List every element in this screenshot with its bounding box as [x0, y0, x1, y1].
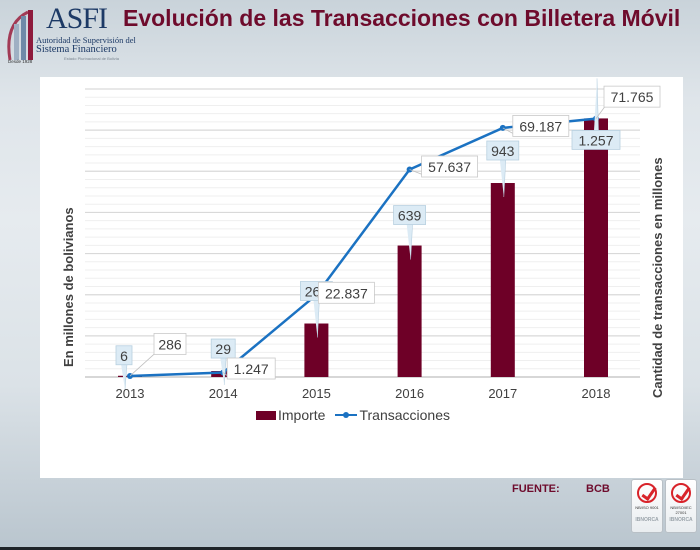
bar-data-label: 943	[486, 140, 520, 198]
page-title: Evolución de las Transacciones con Bille…	[123, 5, 681, 31]
bar-data-label-text: 943	[491, 143, 515, 159]
bar-importe	[304, 323, 329, 377]
line-data-label: 1.247	[222, 357, 276, 380]
logo-line3: Estado Plurinacional de Bolivia	[64, 56, 119, 61]
bar-data-label: 1.257	[571, 78, 621, 150]
label-box	[226, 357, 276, 380]
line-data-label: 57.637	[409, 155, 479, 178]
label-box	[210, 338, 236, 359]
x-axis-ticks: 2013 2014 2015 2016 2017 2018	[116, 386, 611, 401]
bar-data-label-text: 639	[398, 208, 422, 224]
bar-data-label: 29	[210, 338, 236, 386]
bar-data-label-text: 29	[215, 341, 231, 357]
label-box	[603, 85, 661, 108]
x-tick-label: 2018	[582, 386, 611, 401]
certification-standard: NB/ISO/IEC 27001	[670, 505, 692, 515]
logo-name: ASFI	[46, 2, 108, 35]
logo-line1: Autoridad de Supervisión del	[36, 35, 136, 45]
label-box	[153, 333, 187, 355]
bar-data-label-text: 6	[120, 348, 128, 364]
bottom-bar	[0, 547, 700, 550]
certification-standard: NB/ISO 9001	[635, 505, 659, 510]
line-data-label-text: 71.765	[611, 89, 654, 105]
certification-org: IBNORCA	[635, 517, 659, 523]
certification-org: IBNORCA	[669, 517, 693, 523]
bar-importe	[397, 245, 422, 377]
bar-data-label: 6	[115, 345, 133, 390]
check-mark-icon	[671, 483, 691, 503]
x-tick-label: 2015	[302, 386, 331, 401]
label-box	[317, 281, 375, 304]
legend-importe-label: Importe	[278, 407, 326, 423]
label-box	[115, 345, 133, 366]
leader-line	[129, 352, 157, 377]
bars	[118, 118, 608, 377]
bar-data-label-text: 1.257	[578, 132, 613, 148]
x-tick-label: 2017	[488, 386, 517, 401]
x-tick-label: 2014	[209, 386, 238, 401]
bar-importe	[490, 183, 515, 377]
label-box	[512, 115, 570, 137]
line-transacciones	[129, 117, 597, 378]
line-data-label-text: 57.637	[428, 159, 471, 175]
legend: Importe Transacciones	[256, 407, 450, 423]
source-label: FUENTE:	[512, 483, 560, 495]
label-box	[571, 130, 621, 150]
certification-badge: NB/ISO/IEC 27001 IBNORCA	[665, 479, 697, 533]
data-labels: 6 292606399431.2572861.24722.83757.63769.…	[115, 78, 661, 390]
source-value: BCB	[586, 483, 610, 495]
y-axis-right-label: Cantidad de transacciones en millones	[650, 157, 665, 398]
label-box	[393, 205, 427, 225]
logo-emblem-icon	[7, 10, 33, 61]
logo-line2: Sistema Financiero	[36, 44, 117, 55]
legend-importe-swatch	[256, 410, 276, 420]
line-data-label: 69.187	[502, 115, 570, 137]
logo-since: Desde 1928	[8, 59, 33, 64]
x-tick-label: 2013	[116, 386, 145, 401]
asfi-logo: ASFI Autoridad de Supervisión del Sistem…	[4, 2, 136, 64]
label-box	[421, 155, 479, 178]
line-data-label: 71.765	[595, 85, 661, 119]
line-data-label: 22.837	[316, 281, 375, 304]
line-data-label-text: 69.187	[519, 118, 562, 134]
label-box	[486, 140, 520, 161]
certification-badge: NB/ISO 9001 IBNORCA	[631, 479, 663, 533]
line-data-label-text: 1.247	[234, 361, 269, 377]
legend-transacciones-label: Transacciones	[359, 407, 450, 423]
y-axis-left-label: En millones de bolivianos	[61, 207, 76, 367]
line-data-label: 286	[129, 333, 187, 377]
bar-data-label: 639	[393, 205, 427, 260]
line-data-label-text: 286	[158, 336, 182, 352]
check-mark-icon	[637, 483, 657, 503]
legend-transacciones-swatch	[335, 410, 358, 420]
x-tick-label: 2016	[395, 386, 424, 401]
bar-importe	[584, 118, 608, 377]
line-data-label-text: 22.837	[325, 285, 368, 301]
